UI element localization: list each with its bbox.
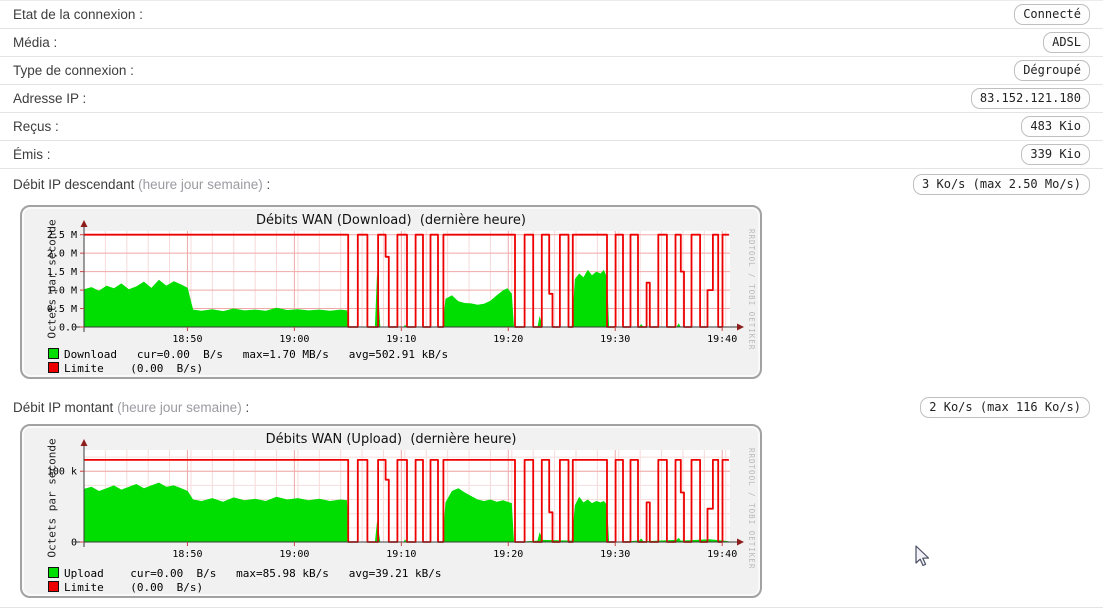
row-media: Média : ADSL bbox=[0, 29, 1103, 57]
upload-chart: 18:50 19:00 19:10 19:20 19:30 19:40 0 100 k bbox=[47, 439, 744, 560]
rrdtool-watermark: RRDTOOL / TOBI OETIKER bbox=[747, 448, 756, 570]
received-badge: 483 Kio bbox=[1021, 116, 1090, 137]
upload-graph-title: Débits WAN (Upload) (dernière heure) bbox=[265, 432, 517, 447]
svg-text:19:40: 19:40 bbox=[707, 334, 737, 345]
link-heure[interactable]: heure bbox=[121, 399, 157, 415]
link-semaine[interactable]: semaine bbox=[186, 399, 238, 415]
sent-badge: 339 Kio bbox=[1021, 144, 1090, 165]
row-label: Émis : bbox=[13, 147, 51, 162]
row-label: Type de connexion : bbox=[13, 63, 134, 78]
row-label: Média : bbox=[13, 35, 58, 50]
limit-legend-text: Limite (0.00 B/s) bbox=[64, 362, 204, 375]
row-label: Etat de la connexion : bbox=[13, 7, 143, 22]
svg-text:18:50: 18:50 bbox=[172, 549, 202, 560]
limit-legend-swatch bbox=[48, 362, 59, 373]
svg-text:1.5 M: 1.5 M bbox=[47, 267, 77, 278]
download-legend: Download cur=0.00 B/s max=1.70 MB/s avg=… bbox=[48, 348, 448, 376]
upload-graph-panel: Débits WAN (Upload) (dernière heure) Oct… bbox=[20, 424, 762, 598]
svg-text:2.5 M: 2.5 M bbox=[47, 230, 77, 241]
media-badge: ADSL bbox=[1043, 32, 1090, 53]
download-legend-text: Download cur=0.00 B/s max=1.70 MB/s avg=… bbox=[64, 348, 449, 361]
svg-text:0.0: 0.0 bbox=[59, 323, 77, 334]
svg-text:100 k: 100 k bbox=[47, 467, 77, 478]
link-jour[interactable]: jour bbox=[159, 399, 183, 415]
svg-text:19:20: 19:20 bbox=[493, 334, 523, 345]
mouse-cursor bbox=[915, 545, 930, 567]
link-heure[interactable]: heure bbox=[142, 176, 178, 192]
svg-text:1.0 M: 1.0 M bbox=[47, 286, 77, 297]
upload-legend: Upload cur=0.00 B/s max=85.98 kB/s avg=3… bbox=[48, 567, 442, 595]
svg-text:18:50: 18:50 bbox=[172, 334, 202, 345]
download-legend-swatch bbox=[48, 348, 59, 359]
svg-text:0.5 M: 0.5 M bbox=[47, 304, 77, 315]
row-label: Adresse IP : bbox=[13, 91, 87, 106]
download-graph-title: Débits WAN (Download) (dernière heure) bbox=[256, 213, 526, 228]
svg-text:2.0 M: 2.0 M bbox=[47, 249, 77, 260]
link-semaine[interactable]: semaine bbox=[207, 176, 259, 192]
row-received: Reçus : 483 Kio bbox=[0, 113, 1103, 141]
link-jour[interactable]: jour bbox=[180, 176, 204, 192]
status-badge: Connecté bbox=[1014, 4, 1090, 25]
download-chart: 18:50 19:00 19:10 19:20 19:30 19:40 0.0 0.5 M 1.… bbox=[47, 220, 744, 345]
rate-label: Débit IP descendant bbox=[13, 176, 135, 192]
limit-legend-swatch bbox=[48, 581, 59, 592]
connection-type-badge: Dégroupé bbox=[1014, 60, 1090, 81]
svg-text:19:30: 19:30 bbox=[600, 334, 630, 345]
row-download-rate: Débit IP descendant (heure jour semaine)… bbox=[0, 169, 1103, 199]
row-ip-address: Adresse IP : 83.152.121.180 bbox=[0, 85, 1103, 113]
svg-text:19:30: 19:30 bbox=[600, 549, 630, 560]
period-links: (heure jour semaine) bbox=[138, 176, 263, 192]
ip-address-badge: 83.152.121.180 bbox=[970, 88, 1090, 109]
row-upload-rate: Débit IP montant (heure jour semaine) : … bbox=[0, 392, 1103, 422]
rate-label: Débit IP montant bbox=[13, 399, 114, 415]
svg-text:0: 0 bbox=[71, 538, 77, 549]
row-label: Reçus : bbox=[13, 119, 59, 134]
bottom-separator bbox=[0, 607, 1103, 608]
svg-text:19:10: 19:10 bbox=[386, 549, 416, 560]
row-sent: Émis : 339 Kio bbox=[0, 141, 1103, 169]
upload-legend-text: Upload cur=0.00 B/s max=85.98 kB/s avg=3… bbox=[64, 567, 442, 580]
svg-text:19:20: 19:20 bbox=[493, 549, 523, 560]
svg-text:19:00: 19:00 bbox=[279, 549, 309, 560]
row-connection-type: Type de connexion : Dégroupé bbox=[0, 57, 1103, 85]
download-graph-panel: Débits WAN (Download) (dernière heure) O… bbox=[20, 205, 762, 379]
svg-text:19:40: 19:40 bbox=[707, 549, 737, 560]
upload-legend-swatch bbox=[48, 567, 59, 578]
svg-text:19:10: 19:10 bbox=[386, 334, 416, 345]
limit-legend-text: Limite (0.00 B/s) bbox=[64, 581, 204, 594]
rrdtool-watermark: RRDTOOL / TOBI OETIKER bbox=[747, 229, 756, 351]
row-connection-state: Etat de la connexion : Connecté bbox=[0, 1, 1103, 29]
period-links: (heure jour semaine) bbox=[117, 399, 242, 415]
svg-text:19:00: 19:00 bbox=[279, 334, 309, 345]
upload-rate-badge: 2 Ko/s (max 116 Ko/s) bbox=[920, 396, 1090, 418]
download-rate-badge: 3 Ko/s (max 2.50 Mo/s) bbox=[913, 173, 1090, 195]
